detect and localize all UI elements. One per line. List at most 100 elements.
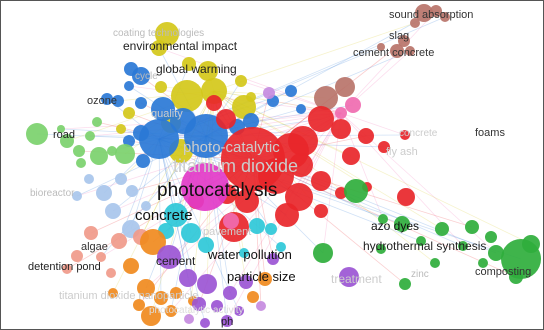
- network-node[interactable]: [115, 173, 127, 185]
- network-node[interactable]: [405, 46, 415, 56]
- label-titanium-dioxide[interactable]: titanium dioxide: [173, 156, 298, 176]
- label-cycle[interactable]: cycle: [135, 71, 158, 82]
- network-node[interactable]: [377, 43, 385, 51]
- label-concrete-light[interactable]: concrete: [399, 128, 438, 139]
- network-node[interactable]: [107, 146, 117, 156]
- network-node[interactable]: [296, 104, 306, 114]
- network-node[interactable]: [72, 191, 82, 201]
- network-node[interactable]: [267, 253, 279, 265]
- network-node[interactable]: [197, 274, 217, 294]
- network-node[interactable]: [141, 306, 161, 326]
- network-node[interactable]: [397, 188, 415, 206]
- network-node[interactable]: [140, 229, 166, 255]
- network-node[interactable]: [76, 158, 86, 168]
- network-node[interactable]: [308, 106, 334, 132]
- network-node[interactable]: [92, 117, 102, 127]
- network-node[interactable]: [239, 275, 253, 289]
- network-node[interactable]: [137, 279, 155, 297]
- network-node[interactable]: [285, 85, 297, 97]
- network-node[interactable]: [256, 301, 266, 311]
- network-node[interactable]: [124, 81, 134, 91]
- network-node[interactable]: [179, 269, 197, 287]
- network-node[interactable]: [335, 77, 355, 97]
- label-algae[interactable]: algae: [81, 241, 108, 253]
- network-node[interactable]: [522, 235, 540, 253]
- label-concrete[interactable]: concrete: [135, 207, 193, 224]
- network-node[interactable]: [258, 158, 294, 194]
- network-node[interactable]: [198, 61, 218, 81]
- network-node[interactable]: [115, 144, 135, 164]
- network-node[interactable]: [430, 5, 442, 17]
- network-node[interactable]: [285, 183, 313, 211]
- label-global-warming[interactable]: global warming: [156, 62, 237, 76]
- network-node[interactable]: [182, 57, 196, 71]
- network-node[interactable]: [344, 179, 368, 203]
- network-node[interactable]: [378, 141, 390, 153]
- network-node[interactable]: [157, 245, 181, 269]
- label-road[interactable]: road: [53, 129, 75, 141]
- label-particle-size[interactable]: particle size: [227, 269, 296, 284]
- network-node[interactable]: [247, 291, 259, 303]
- network-node[interactable]: [71, 250, 83, 262]
- network-node[interactable]: [358, 128, 374, 144]
- network-node[interactable]: [289, 153, 313, 177]
- label-cement[interactable]: cement: [156, 254, 196, 268]
- network-node[interactable]: [192, 297, 206, 311]
- network-node[interactable]: [509, 270, 523, 284]
- network-node[interactable]: [84, 174, 94, 184]
- label-azo-dyes[interactable]: azo dyes: [371, 219, 419, 233]
- label-ozone[interactable]: ozone: [87, 95, 117, 107]
- network-node[interactable]: [311, 171, 331, 191]
- label-hydrothermal-synthesis[interactable]: hydrothermal synthesis: [363, 239, 486, 253]
- label-sound-absorption[interactable]: sound absorption: [389, 9, 473, 21]
- network-node[interactable]: [288, 126, 318, 156]
- network-node[interactable]: [263, 87, 275, 99]
- network-node[interactable]: [335, 107, 347, 119]
- label-ph[interactable]: ph: [221, 316, 233, 328]
- label-photocatalytic-activity[interactable]: photocatalytic activity: [149, 305, 244, 316]
- network-node[interactable]: [345, 97, 361, 113]
- network-node[interactable]: [181, 223, 201, 243]
- network-node[interactable]: [440, 12, 450, 22]
- network-node[interactable]: [314, 86, 338, 110]
- network-node[interactable]: [275, 203, 299, 227]
- label-slag[interactable]: slag: [389, 30, 409, 42]
- network-node[interactable]: [314, 204, 328, 218]
- label-pavement[interactable]: pavement: [203, 226, 251, 238]
- label-zinc[interactable]: zinc: [411, 269, 429, 280]
- network-node[interactable]: [394, 216, 410, 232]
- network-node[interactable]: [223, 213, 239, 229]
- network-node[interactable]: [141, 201, 151, 211]
- network-node[interactable]: [151, 97, 175, 121]
- network-node[interactable]: [106, 268, 116, 278]
- network-node[interactable]: [170, 287, 182, 299]
- network-node[interactable]: [133, 125, 149, 141]
- network-node[interactable]: [155, 81, 167, 93]
- network-node[interactable]: [155, 22, 179, 46]
- label-photocatalysis[interactable]: photocatalysis: [157, 180, 277, 201]
- label-cement-concrete[interactable]: cement concrete: [353, 47, 434, 59]
- network-node[interactable]: [139, 119, 179, 159]
- network-node[interactable]: [335, 187, 347, 199]
- network-node[interactable]: [101, 93, 113, 105]
- network-node[interactable]: [331, 119, 351, 139]
- network-node[interactable]: [276, 242, 286, 252]
- network-node[interactable]: [62, 264, 72, 274]
- network-node[interactable]: [488, 245, 504, 261]
- network-node[interactable]: [239, 248, 249, 258]
- label-photo-catalytic[interactable]: photo-catalytic: [183, 139, 280, 156]
- network-node[interactable]: [458, 241, 468, 251]
- label-bioreactor[interactable]: bioreactor: [30, 188, 75, 199]
- label-foams[interactable]: foams: [475, 127, 505, 139]
- network-node[interactable]: [339, 267, 359, 287]
- network-node[interactable]: [390, 44, 404, 58]
- network-node[interactable]: [111, 233, 127, 249]
- network-node[interactable]: [135, 97, 147, 109]
- network-node[interactable]: [181, 163, 229, 211]
- network-node[interactable]: [415, 4, 433, 22]
- network-node[interactable]: [211, 300, 223, 312]
- network-node[interactable]: [164, 203, 188, 227]
- network-node[interactable]: [400, 130, 410, 140]
- network-node[interactable]: [57, 125, 65, 133]
- network-node[interactable]: [234, 306, 244, 316]
